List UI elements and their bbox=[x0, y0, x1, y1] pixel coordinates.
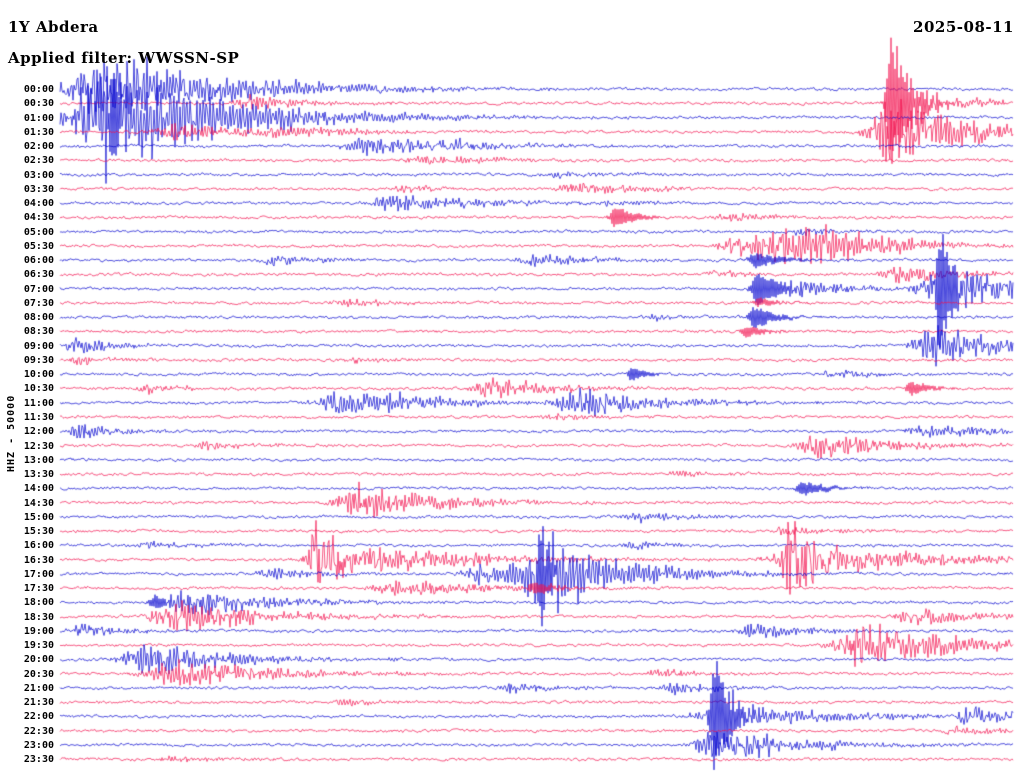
time-label: 19:00 bbox=[23, 625, 54, 637]
time-label: 14:00 bbox=[23, 483, 54, 495]
station-title: 1Y Abdera bbox=[8, 18, 99, 36]
time-label: 00:30 bbox=[23, 98, 54, 110]
time-label: 15:00 bbox=[23, 511, 54, 523]
time-label: 05:30 bbox=[23, 240, 54, 252]
filter-label: Applied filter: WWSSN-SP bbox=[8, 49, 240, 67]
time-label: 17:00 bbox=[23, 568, 54, 580]
time-label: 06:30 bbox=[23, 269, 54, 281]
time-label: 02:00 bbox=[23, 141, 54, 153]
time-label: 21:00 bbox=[23, 682, 54, 694]
time-label: 12:30 bbox=[23, 440, 54, 452]
time-label: 22:00 bbox=[23, 711, 54, 723]
time-label: 04:00 bbox=[23, 198, 54, 210]
time-label: 10:30 bbox=[23, 383, 54, 395]
time-label: 09:30 bbox=[23, 354, 54, 366]
time-label: 17:30 bbox=[23, 583, 54, 595]
time-label: 11:30 bbox=[23, 411, 54, 423]
time-label: 18:00 bbox=[23, 597, 54, 609]
time-label: 16:00 bbox=[23, 540, 54, 552]
time-axis: 00:00 00:30 01:00 01:30 02:00 02:30 03:00 03:30… bbox=[0, 0, 56, 780]
time-label: 04:30 bbox=[23, 212, 54, 224]
time-label: 03:30 bbox=[23, 183, 54, 195]
time-label: 16:30 bbox=[23, 554, 54, 566]
time-label: 01:00 bbox=[23, 112, 54, 124]
time-label: 05:00 bbox=[23, 226, 54, 238]
time-label: 15:30 bbox=[23, 526, 54, 538]
time-label: 19:30 bbox=[23, 640, 54, 652]
time-label: 23:00 bbox=[23, 739, 54, 751]
time-label: 10:00 bbox=[23, 369, 54, 381]
time-label: 14:30 bbox=[23, 497, 54, 509]
time-label: 13:00 bbox=[23, 454, 54, 466]
time-label: 18:30 bbox=[23, 611, 54, 623]
time-label: 07:00 bbox=[23, 283, 54, 295]
time-label: 01:30 bbox=[23, 126, 54, 138]
time-label: 23:30 bbox=[23, 754, 54, 766]
time-label: 20:30 bbox=[23, 668, 54, 680]
time-label: 09:00 bbox=[23, 340, 54, 352]
time-label: 22:30 bbox=[23, 725, 54, 737]
time-label: 06:00 bbox=[23, 255, 54, 267]
time-label: 03:00 bbox=[23, 169, 54, 181]
time-label: 21:30 bbox=[23, 697, 54, 709]
time-label: 08:00 bbox=[23, 312, 54, 324]
time-label: 11:00 bbox=[23, 397, 54, 409]
time-label: 07:30 bbox=[23, 297, 54, 309]
time-label: 08:30 bbox=[23, 326, 54, 338]
time-label: 20:00 bbox=[23, 654, 54, 666]
time-label: 02:30 bbox=[23, 155, 54, 167]
time-label: 12:00 bbox=[23, 426, 54, 438]
time-label: 13:30 bbox=[23, 469, 54, 481]
time-label: 00:00 bbox=[23, 84, 54, 95]
record-date: 2025-08-11 bbox=[913, 18, 1014, 36]
